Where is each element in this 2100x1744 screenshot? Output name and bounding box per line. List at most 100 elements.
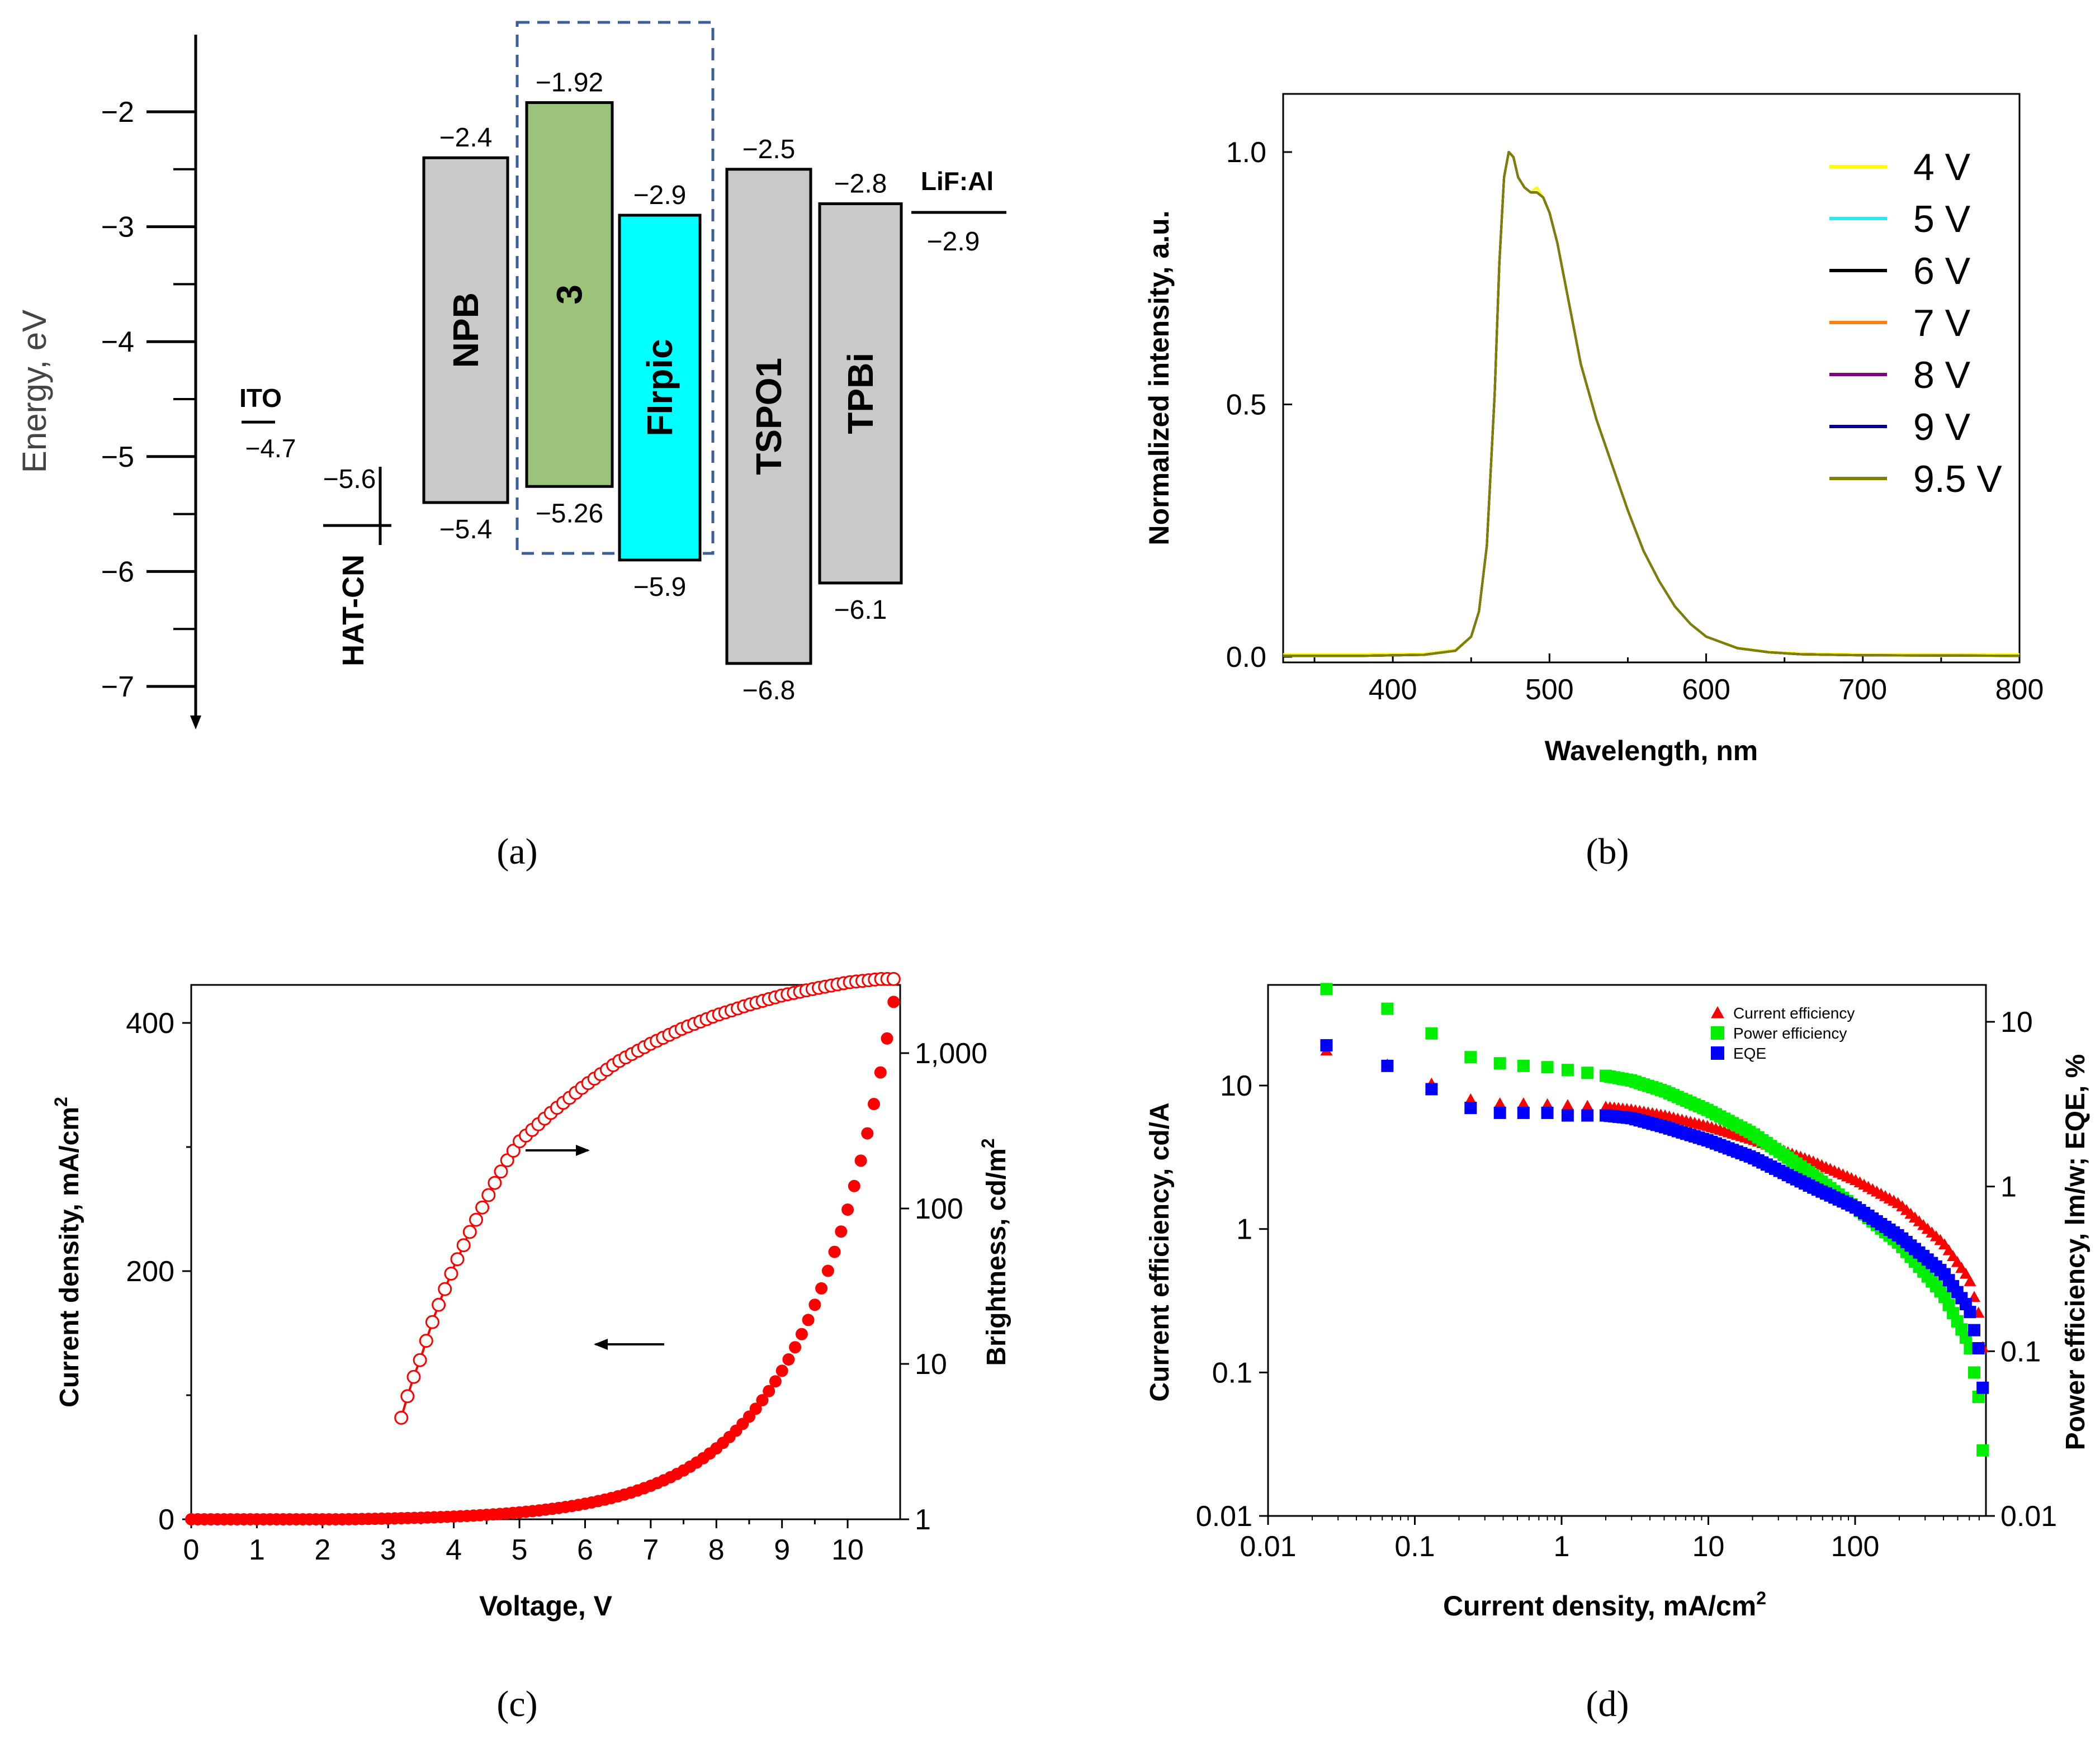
eff-point-eqe [1541,1106,1554,1119]
current-density-point [868,1098,880,1111]
jvl-x-tick-label: 8 [708,1534,725,1566]
brightness-point [481,1188,496,1202]
current-density-point [782,1353,795,1366]
layer-firpic-label: FIrpic [640,339,680,436]
eff-x-tick-label: 0.01 [1240,1530,1296,1563]
jvl-x-tick-label: 0 [183,1534,200,1566]
panel-a-energy-diagram: −2 −3 −4 −5 −6 −7 Energy, eV ITO −4.7 −5.6 HAT-CN L… [16,21,1006,729]
brightness-point [444,1267,458,1281]
brightness-point [400,1389,415,1404]
energy-tick-label: −7 [101,671,134,703]
eff-left-axis-label: Current efficiency, cd/A [1145,1102,1175,1401]
brightness-point [438,1282,452,1296]
layer-tspo1-box [725,168,812,665]
caption-d: (d) [1586,1684,1629,1724]
eff-x-axis-label-sup: 2 [1756,1588,1766,1608]
layer-firpic-box [618,214,702,562]
eff-plot-frame [1267,984,1987,1517]
eff-legend-label-0: Current efficiency [1733,1004,1855,1022]
current-density-point [815,1282,828,1295]
spectrum-line-9V [1283,151,2020,657]
jvl-left-tick-label: 0 [158,1504,174,1536]
eff-x-tick-label: 0.1 [1394,1530,1435,1563]
eff-point-eqe [1320,1039,1333,1052]
legend-label-6V: 6 V [1913,250,1971,292]
current-density-point [789,1341,802,1354]
jvl-x-tick-label: 10 [831,1534,864,1566]
layer-3-label: 3 [550,285,590,305]
current-density-point [795,1328,808,1340]
eff-point-current-efficiency [1711,1006,1724,1018]
current-density-point [763,1385,775,1397]
spectra-x-tick-label: 700 [1838,674,1887,706]
current-density-point [828,1245,841,1258]
layer-tspo1-label: TSPO1 [749,358,789,475]
current-density-point [769,1375,782,1388]
current-density-point [775,1364,788,1377]
layer-tpbi-label: TPBi [840,353,881,434]
eff-left-tick-label: 10 [1220,1070,1252,1102]
spectra-y-tick-label: 0.5 [1226,389,1266,421]
current-density-point [861,1127,874,1140]
layer-3-homo-value: −5.26 [536,499,603,528]
legend-label-9V: 9 V [1913,406,1971,448]
spectra-y-tick-label: 1.0 [1226,136,1266,169]
arrow-right-head [576,1145,590,1156]
current-density-point [749,1402,762,1415]
jvl-left-axis-label: Current density, mA/cm2 [51,1097,84,1407]
layer-tpbi-box [818,202,903,585]
brightness-point [494,1164,508,1179]
caption-a: (a) [496,831,537,872]
layer-tspo1-lumo-value: −2.5 [742,135,796,164]
eff-point-power-efficiency [1464,1051,1477,1064]
current-density-point [874,1066,887,1079]
ito-label: ITO [239,383,282,413]
current-density-point [756,1394,769,1406]
eff-legend-label-1: Power efficiency [1733,1025,1847,1042]
panel-d-efficiency-chart: 0.01 0.1 1 10 100 0.01 0.1 1 10 0.01 0.1 1 10 Current… [1145,983,2090,1622]
spectrum-line-7V [1283,151,2020,657]
jvl-right-axis-label-sup: 2 [978,1138,998,1148]
eff-point-power-efficiency [1541,1061,1554,1074]
spectrum-line-8V [1283,151,2020,657]
eff-point-power-efficiency [1581,1067,1594,1079]
eff-point-current-efficiency [1561,1099,1574,1110]
layer-firpic-homo-value: −5.9 [633,572,687,602]
jvl-x-tick-label: 9 [774,1534,790,1566]
current-density-point [808,1298,821,1311]
eff-x-tick-label: 1 [1554,1530,1570,1563]
legend-label-4V: 4 V [1913,146,1971,188]
eff-left-tick-label: 1 [1236,1214,1252,1246]
legend-label-8V: 8 V [1913,354,1971,396]
eff-right-tick-label: 1 [2000,1171,2017,1203]
spectra-x-tick-label: 500 [1525,674,1574,706]
caption-c: (c) [496,1684,537,1724]
layer-tspo1-homo-value: −6.8 [742,676,796,705]
highlight-dashed-box [515,21,715,555]
jvl-right-tick-label: 1 [915,1504,931,1536]
legend-label-7V: 7 V [1913,302,1971,344]
current-density-point [802,1314,815,1326]
layer-firpic-lumo-value: −2.9 [633,181,687,210]
brightness-point [406,1369,421,1384]
eff-left-tick-label: 0.01 [1196,1500,1252,1533]
eff-point-eqe [1517,1106,1530,1119]
energy-tick-label: −2 [101,96,134,129]
eff-left-tick-label: 0.1 [1212,1357,1252,1389]
current-density-point [821,1264,834,1277]
jvl-x-tick-label: 6 [577,1534,593,1566]
layer-3-lumo-value: −1.92 [536,68,603,98]
eff-point-eqe [1972,1342,1985,1355]
brightness-point [432,1297,446,1312]
spectrum-line-4V [1283,151,2019,656]
brightness-point [886,971,901,986]
energy-tick-label: −5 [101,441,134,473]
jvl-right-tick-label: 1,000 [915,1037,987,1070]
brightness-point [456,1238,471,1253]
brightness-point [469,1212,483,1227]
eff-point-current-efficiency [1959,1267,1972,1279]
jvl-right-tick-label: 100 [915,1193,963,1225]
jvl-left-axis-label-sup: 2 [51,1097,71,1107]
layer-tpbi-homo-value: −6.1 [834,595,887,625]
